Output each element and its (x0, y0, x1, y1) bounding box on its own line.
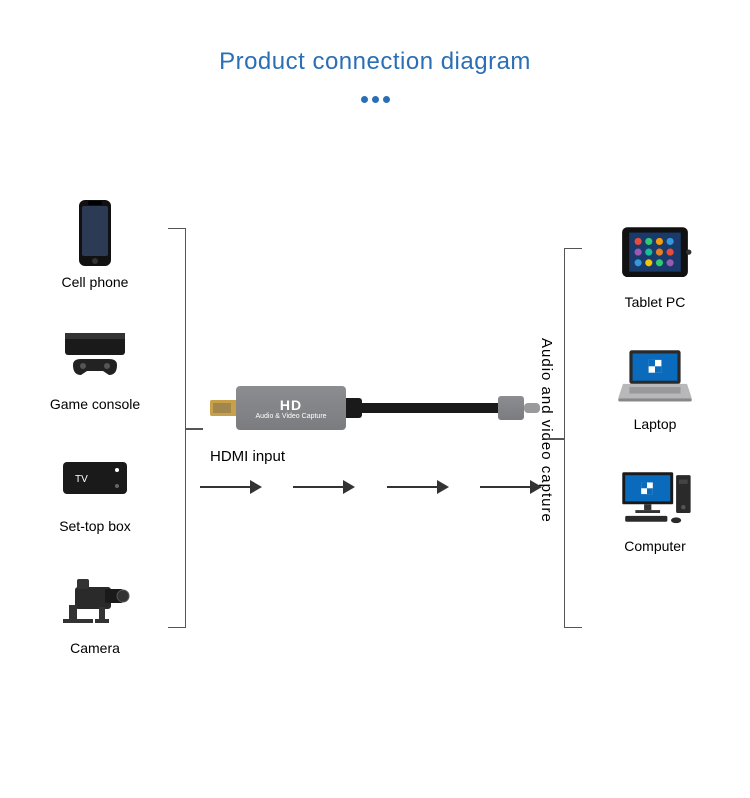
arrow-icon (293, 486, 353, 488)
device-label: Laptop (634, 416, 677, 432)
hdmi-input-label: HDMI input (210, 448, 285, 465)
connection-diagram: Cell phone Game console TV (0, 188, 750, 748)
input-bracket (168, 228, 186, 628)
device-label: Game console (50, 396, 140, 412)
svg-text:TV: TV (75, 474, 88, 485)
capture-output-label: Audio and video capture (538, 338, 555, 523)
computer-icon (615, 462, 695, 532)
decorative-dots (0, 90, 750, 108)
cable-strain (346, 398, 362, 418)
device-label: Camera (70, 640, 120, 656)
laptop-icon (615, 340, 695, 410)
output-devices-column: Tablet PC Laptop (590, 218, 720, 584)
cable (362, 403, 498, 413)
tablet-icon (615, 218, 695, 288)
set-top-box-icon: TV (55, 442, 135, 512)
device-cell-phone: Cell phone (30, 198, 160, 290)
device-label: Computer (624, 538, 685, 554)
page-title: Product connection diagram (0, 48, 750, 76)
device-game-console: Game console (30, 320, 160, 412)
game-console-icon (55, 320, 135, 390)
device-camera: Camera (30, 564, 160, 656)
usb-c-tip-icon (524, 403, 540, 413)
device-subtext: Audio & Video Capture (255, 413, 326, 420)
arrow-icon (480, 486, 540, 488)
device-label: Tablet PC (625, 294, 686, 310)
device-computer: Computer (590, 462, 720, 554)
cell-phone-icon (55, 198, 135, 268)
device-tablet: Tablet PC (590, 218, 720, 310)
hd-text: HD (280, 397, 302, 413)
device-label: Set-top box (59, 518, 131, 534)
device-body: HD Audio & Video Capture (236, 386, 346, 430)
camera-icon (55, 564, 135, 634)
device-set-top-box: TV Set-top box (30, 442, 160, 534)
arrow-icon (387, 486, 447, 488)
usb-c-body (498, 396, 524, 420)
capture-device: HD Audio & Video Capture (210, 383, 540, 433)
output-bracket (564, 248, 582, 628)
input-devices-column: Cell phone Game console TV (30, 198, 160, 686)
arrow-icon (200, 486, 260, 488)
flow-arrows (200, 478, 540, 496)
device-label: Cell phone (62, 274, 129, 290)
device-laptop: Laptop (590, 340, 720, 432)
hdmi-plug-icon (210, 400, 236, 416)
